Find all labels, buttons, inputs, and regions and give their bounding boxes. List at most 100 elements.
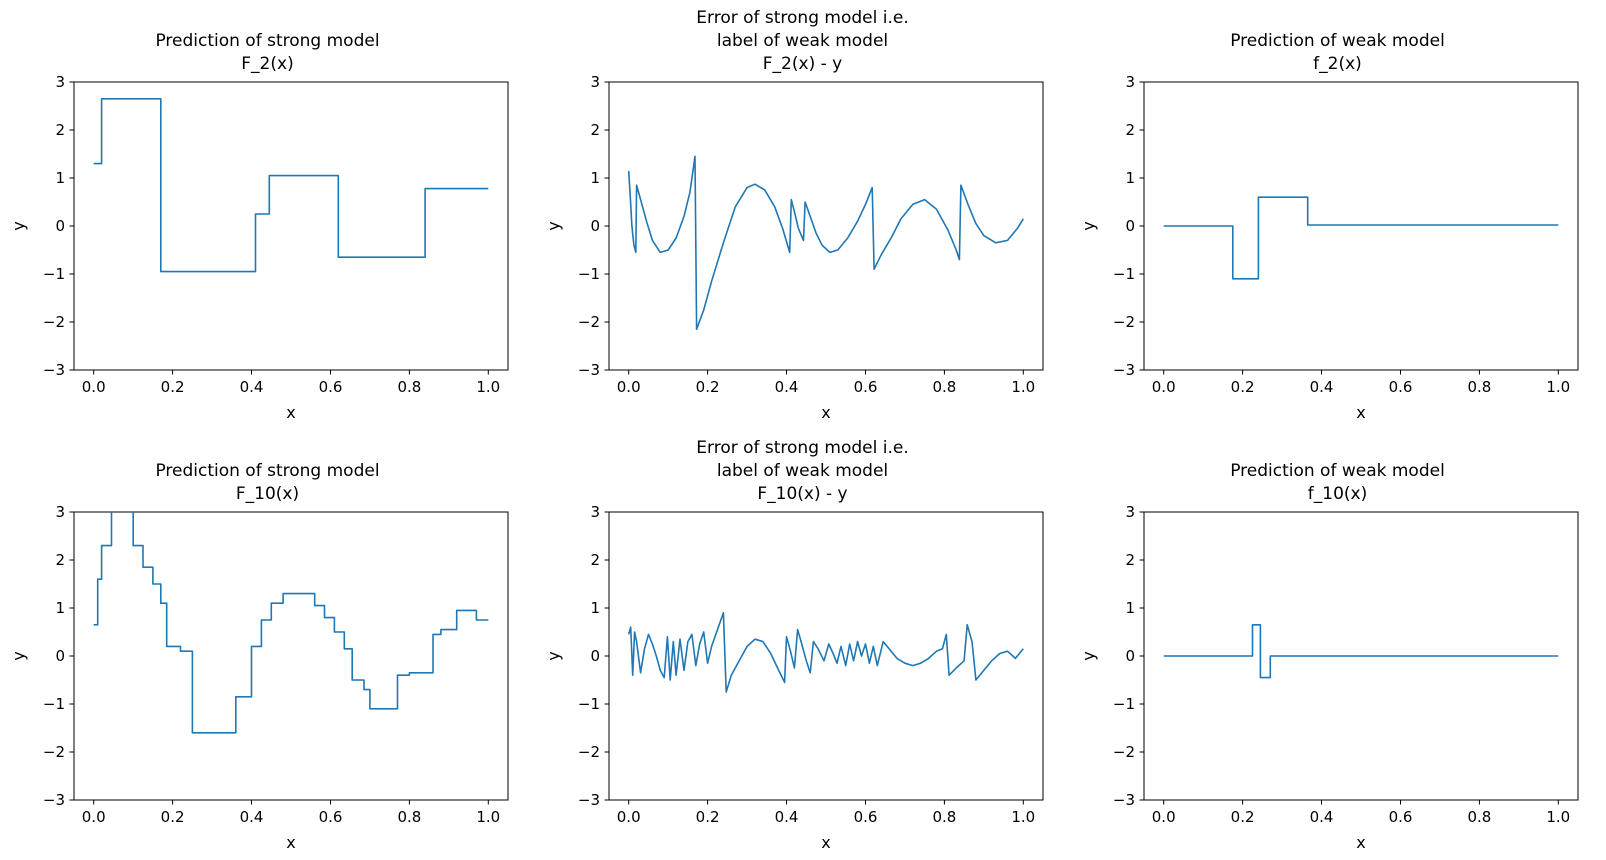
y-axis-tick-label: 2 — [590, 121, 600, 139]
series-line — [1163, 624, 1559, 679]
y-axis-tick-label: 2 — [55, 121, 65, 139]
x-axis-label: x — [286, 833, 295, 852]
x-axis-tick-label: 0.2 — [161, 808, 185, 826]
x-axis-tick-label: 0.4 — [240, 808, 264, 826]
y-axis-tick-label: 0 — [1125, 647, 1135, 665]
x-axis-tick-label: 0.4 — [1310, 808, 1334, 826]
plot-weak-f10: 0.0 0.2 0.4 0.6 0.8 1.0 −3 −2 −1 0 1 2 3 x y — [1079, 506, 1579, 852]
x-axis-tick-label: 1.0 — [476, 808, 500, 826]
y-axis-tick-label: −2 — [1113, 313, 1135, 331]
y-axis-tick-label: −2 — [578, 313, 600, 331]
x-axis-tick-label: 0.0 — [1152, 378, 1176, 396]
y-axis-tick-label: 3 — [55, 76, 65, 91]
y-axis-tick-label: 1 — [590, 599, 600, 617]
x-axis-tick-label: 1.0 — [1546, 808, 1570, 826]
y-axis-tick-label: 3 — [55, 506, 65, 521]
plot-strong-f2: 0.0 0.2 0.4 0.6 0.8 1.0 −3 −2 −1 0 1 2 3 x y — [9, 76, 509, 422]
y-axis-label: y — [9, 221, 28, 230]
y-axis-tick-label: −1 — [43, 695, 65, 713]
x-axis-tick-label: 0.8 — [397, 808, 421, 826]
y-axis-tick-label: −3 — [1113, 361, 1135, 379]
y-axis-tick-label: 3 — [590, 76, 600, 91]
x-axis-tick-label: 0.2 — [161, 378, 185, 396]
y-axis-tick-label: −3 — [43, 361, 65, 379]
plot-weak-f2: 0.0 0.2 0.4 0.6 0.8 1.0 −3 −2 −1 0 1 2 3 x y — [1079, 76, 1579, 422]
x-axis-tick-label: 0.4 — [1310, 378, 1334, 396]
x-axis-tick-label: 0.8 — [1467, 808, 1491, 826]
axes-frame — [73, 511, 509, 801]
subplot-error-f2: Error of strong model i.e. label of weak… — [535, 0, 1070, 430]
plot-error-f10: 0.0 0.2 0.4 0.6 0.8 1.0 −3 −2 −1 0 1 2 3 x y — [544, 506, 1044, 852]
x-axis-tick-label: 0.8 — [932, 808, 956, 826]
x-axis-tick-label: 0.0 — [617, 808, 641, 826]
y-axis-tick-label: −2 — [1113, 743, 1135, 761]
series-line — [627, 612, 1024, 693]
plot-strong-f10: 0.0 0.2 0.4 0.6 0.8 1.0 −3 −2 −1 0 1 2 3 x y — [9, 506, 509, 852]
x-axis-label: x — [286, 403, 295, 422]
y-axis-tick-label: 2 — [590, 551, 600, 569]
x-axis-tick-label: 0.8 — [932, 378, 956, 396]
x-axis-tick-label: 0.4 — [775, 378, 799, 396]
x-axis-tick-label: 0.8 — [397, 378, 421, 396]
y-axis-tick-label: 2 — [1125, 551, 1135, 569]
x-axis-tick-label: 0.0 — [82, 378, 106, 396]
y-axis-tick-label: −1 — [1113, 265, 1135, 283]
x-axis-label: x — [1356, 833, 1365, 852]
y-axis-tick-label: 0 — [55, 647, 65, 665]
y-axis-tick-label: −3 — [578, 361, 600, 379]
x-axis-tick-label: 0.6 — [1389, 378, 1413, 396]
x-axis-tick-label: 0.0 — [617, 378, 641, 396]
x-axis-tick-label: 0.2 — [696, 808, 720, 826]
y-axis-tick-label: 1 — [590, 169, 600, 187]
y-axis-tick-label: 3 — [1125, 506, 1135, 521]
y-axis-tick-label: −2 — [43, 743, 65, 761]
y-axis-tick-label: 1 — [1125, 169, 1135, 187]
subplot-error-f10: Error of strong model i.e. label of weak… — [535, 430, 1070, 860]
y-axis-tick-label: −1 — [578, 695, 600, 713]
x-axis-tick-label: 1.0 — [476, 378, 500, 396]
x-axis-tick-label: 0.6 — [854, 808, 878, 826]
y-axis-tick-label: 3 — [1125, 76, 1135, 91]
y-axis-tick-label: 3 — [590, 506, 600, 521]
y-axis-tick-label: −2 — [43, 313, 65, 331]
y-axis-tick-label: −3 — [578, 791, 600, 809]
series-line — [93, 512, 489, 734]
subplot-title-weak-f2: Prediction of weak model f_2(x) — [1230, 31, 1445, 74]
subplot-title-strong-f2: Prediction of strong model F_2(x) — [155, 31, 380, 74]
y-axis-tick-label: 0 — [1125, 217, 1135, 235]
x-axis-tick-label: 1.0 — [1546, 378, 1570, 396]
y-axis-tick-label: 2 — [55, 551, 65, 569]
x-axis-tick-label: 0.6 — [319, 808, 343, 826]
subplot-title-error-f2: Error of strong model i.e. label of weak… — [696, 8, 909, 74]
x-axis-tick-label: 0.0 — [82, 808, 106, 826]
x-axis-tick-label: 0.2 — [696, 378, 720, 396]
y-axis-label: y — [544, 221, 563, 230]
subplot-title-error-f10: Error of strong model i.e. label of weak… — [696, 438, 909, 504]
y-axis-tick-label: 1 — [1125, 599, 1135, 617]
x-axis-label: x — [1356, 403, 1365, 422]
x-axis-tick-label: 0.6 — [319, 378, 343, 396]
subplot-strong-model-f2: Prediction of strong model F_2(x) 0.0 0.2… — [0, 0, 535, 430]
subplot-weak-model-f2: Prediction of weak model f_2(x) 0.0 0.2 0.… — [1070, 0, 1605, 430]
axes-frame — [73, 81, 509, 371]
y-axis-tick-label: 1 — [55, 169, 65, 187]
series-line — [627, 155, 1024, 330]
y-axis-tick-label: 0 — [590, 647, 600, 665]
x-axis-tick-label: 0.0 — [1152, 808, 1176, 826]
y-axis-tick-label: −1 — [43, 265, 65, 283]
series-line — [93, 97, 489, 273]
x-axis-tick-label: 0.4 — [775, 808, 799, 826]
x-axis-label: x — [821, 833, 830, 852]
x-axis-tick-label: 1.0 — [1011, 378, 1035, 396]
x-axis-label: x — [821, 403, 830, 422]
y-axis-tick-label: −2 — [578, 743, 600, 761]
subplot-weak-model-f10: Prediction of weak model f_10(x) 0.0 0.2 0… — [1070, 430, 1605, 860]
x-axis-tick-label: 0.6 — [854, 378, 878, 396]
y-axis-tick-label: −3 — [43, 791, 65, 809]
subplot-title-strong-f10: Prediction of strong model F_10(x) — [155, 461, 380, 504]
series-line — [1163, 196, 1559, 280]
plot-error-f2: 0.0 0.2 0.4 0.6 0.8 1.0 −3 −2 −1 0 1 2 3 x y — [544, 76, 1044, 422]
subplot-title-weak-f10: Prediction of weak model f_10(x) — [1230, 461, 1445, 504]
y-axis-tick-label: −1 — [1113, 695, 1135, 713]
